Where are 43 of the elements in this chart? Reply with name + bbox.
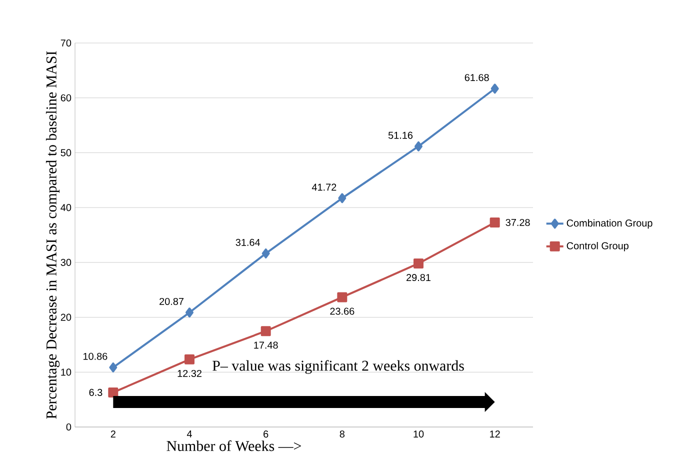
y-tick-label: 70	[60, 39, 72, 47]
y-tick-label: 50	[60, 149, 72, 156]
point	[414, 258, 424, 268]
data-label: 61.68	[464, 74, 489, 82]
x-tick-label: 10	[414, 430, 424, 438]
data-label: 41.72	[312, 184, 336, 191]
x-tick-label: 2	[110, 430, 116, 438]
data-label: 51.16	[388, 132, 413, 139]
point	[490, 84, 499, 94]
y-tick-label: 0	[66, 423, 72, 431]
point	[262, 248, 270, 258]
data-label: 20.87	[160, 298, 184, 305]
y-tick-label: 10	[61, 368, 72, 376]
x-tick-label: 8	[340, 430, 345, 438]
legend-label: Combination Group	[566, 219, 652, 229]
y-axis-title: Percentage Decrease in MASI as compared to baseline MASI	[46, 51, 60, 419]
point	[338, 193, 346, 204]
data-label: 6.3	[89, 388, 102, 396]
data-label: 23.66	[330, 308, 354, 315]
x-tick-label: 4	[186, 430, 192, 438]
legend-label: Control Group	[566, 242, 628, 252]
data-label: 29.81	[406, 274, 430, 282]
data-label: 31.64	[236, 238, 260, 246]
y-tick-label: 40	[60, 204, 72, 212]
data-label: 17.48	[254, 342, 278, 349]
data-label: 12.32	[178, 370, 202, 377]
point	[490, 217, 500, 228]
data-label: 10.86	[83, 352, 108, 360]
point	[184, 354, 194, 364]
point	[337, 292, 348, 302]
point	[108, 387, 118, 398]
y-tick-label: 60	[60, 94, 72, 102]
x-tick-label: 6	[264, 430, 268, 438]
data-label: 37.28	[506, 218, 530, 226]
point	[186, 308, 194, 318]
point	[260, 326, 271, 336]
point	[109, 362, 118, 372]
point	[414, 141, 422, 152]
x-axis-title: Number of Weeks —>	[166, 440, 301, 452]
annotation: P– value was significant 2 weeks onwards	[212, 360, 464, 374]
x-tick-label: 12	[490, 430, 500, 438]
y-tick-label: 30	[60, 258, 72, 266]
y-tick-label: 20	[60, 314, 72, 321]
